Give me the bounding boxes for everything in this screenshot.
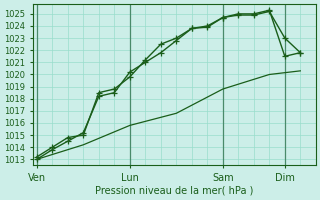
X-axis label: Pression niveau de la mer( hPa ): Pression niveau de la mer( hPa ): [95, 186, 253, 196]
